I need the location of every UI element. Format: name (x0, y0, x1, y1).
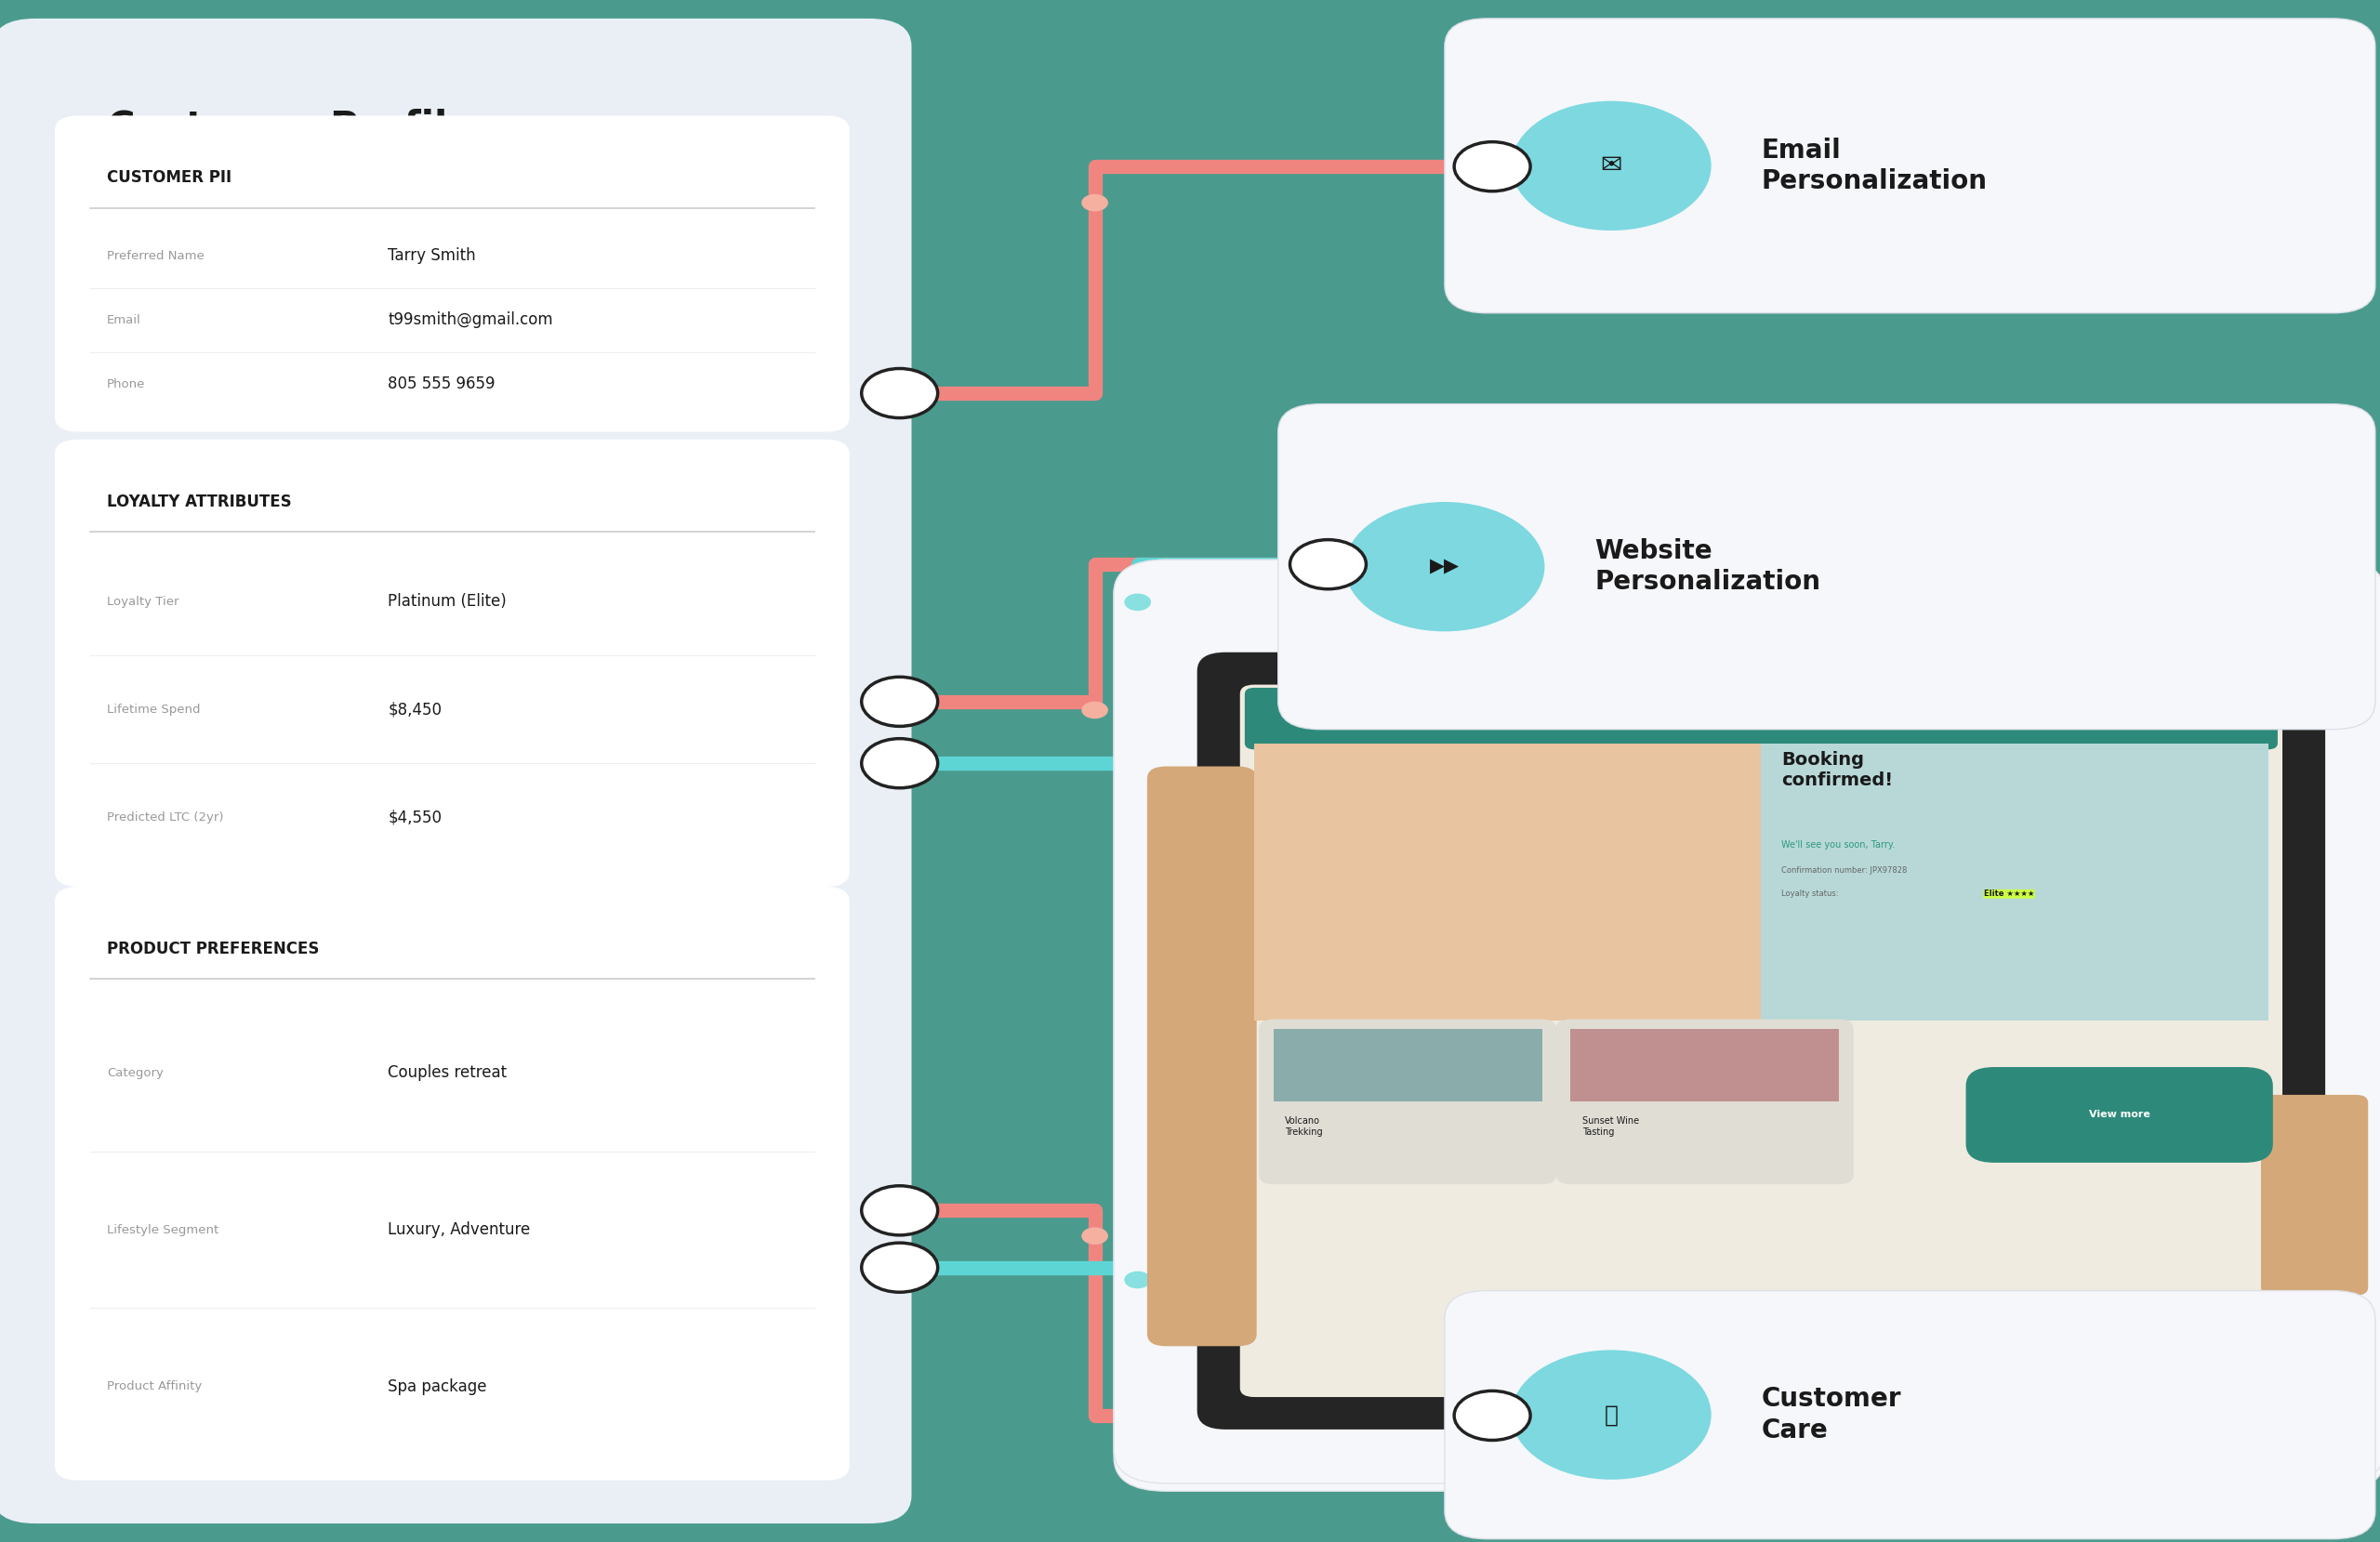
Text: Luxury, Adventure: Luxury, Adventure (388, 1221, 531, 1238)
Bar (1273, 1029, 1542, 1101)
Text: Elite ★★★★: Elite ★★★★ (1985, 890, 2035, 897)
FancyBboxPatch shape (55, 439, 850, 887)
Bar (1254, 743, 1761, 1021)
Text: Loyalty Tier: Loyalty Tier (107, 595, 178, 608)
Text: PRODUCT PREFERENCES: PRODUCT PREFERENCES (107, 941, 319, 958)
Text: Category: Category (107, 1067, 164, 1079)
FancyBboxPatch shape (1147, 766, 1257, 1346)
Circle shape (1123, 1271, 1152, 1289)
Text: Confirmation number: JPX97828: Confirmation number: JPX97828 (1783, 867, 1906, 874)
FancyBboxPatch shape (1966, 1067, 2273, 1163)
Circle shape (1345, 503, 1545, 632)
FancyBboxPatch shape (1114, 560, 2380, 1491)
FancyBboxPatch shape (1197, 652, 2325, 1429)
Text: CUSTOMER PII: CUSTOMER PII (107, 170, 231, 187)
Circle shape (1081, 194, 1109, 211)
Text: Website
Personalization: Website Personalization (1595, 538, 1821, 595)
FancyBboxPatch shape (1259, 1019, 1557, 1184)
Circle shape (1454, 142, 1530, 191)
Text: Booking
confirmed!: Booking confirmed! (1783, 751, 1892, 790)
Text: Phone: Phone (107, 378, 145, 390)
Text: Platinum (Elite): Platinum (Elite) (388, 594, 507, 609)
FancyBboxPatch shape (55, 116, 850, 432)
Text: Preferred Name: Preferred Name (107, 250, 205, 262)
Circle shape (1123, 594, 1152, 611)
Text: $8,450: $8,450 (388, 702, 443, 717)
FancyBboxPatch shape (1245, 688, 2278, 749)
FancyBboxPatch shape (1557, 1019, 1854, 1184)
Text: Lifetime Spend: Lifetime Spend (107, 703, 200, 715)
Circle shape (1511, 102, 1711, 231)
Text: Predicted LTC (2yr): Predicted LTC (2yr) (107, 811, 224, 823)
Text: ✉: ✉ (1599, 153, 1623, 179)
Circle shape (862, 1186, 938, 1235)
Circle shape (1290, 540, 1366, 589)
Text: Sunset Wine
Tasting: Sunset Wine Tasting (1583, 1116, 1640, 1136)
Circle shape (862, 677, 938, 726)
FancyBboxPatch shape (1445, 19, 2375, 313)
Circle shape (862, 1243, 938, 1292)
Text: View more: View more (2090, 1110, 2149, 1119)
Text: $4,550: $4,550 (388, 810, 443, 825)
Text: We'll see you soon, Tarry.: We'll see you soon, Tarry. (1783, 840, 1894, 850)
Text: Spa package: Spa package (388, 1379, 488, 1396)
FancyBboxPatch shape (1445, 1291, 2375, 1539)
Circle shape (1081, 1227, 1109, 1244)
Text: Email
Personalization: Email Personalization (1761, 137, 1987, 194)
Circle shape (1511, 1351, 1711, 1480)
Text: LOYALTY ATTRIBUTES: LOYALTY ATTRIBUTES (107, 493, 293, 510)
Text: 805 555 9659: 805 555 9659 (388, 376, 495, 393)
FancyBboxPatch shape (0, 19, 912, 1523)
Text: Customer
Care: Customer Care (1761, 1386, 1902, 1443)
FancyBboxPatch shape (1240, 685, 2282, 1397)
FancyBboxPatch shape (1278, 404, 2375, 729)
Text: Tarry, you may also like: Tarry, you may also like (1278, 1044, 1466, 1058)
Bar (1571, 1029, 1840, 1101)
Circle shape (862, 739, 938, 788)
Text: Customer Profile: Customer Profile (107, 108, 474, 146)
FancyBboxPatch shape (2261, 1095, 2368, 1295)
Text: ▶▶: ▶▶ (1430, 557, 1459, 577)
Text: Loyalty status:: Loyalty status: (1783, 890, 1842, 897)
Text: 🎧: 🎧 (1604, 1403, 1618, 1426)
FancyBboxPatch shape (1114, 560, 2380, 1483)
Circle shape (1454, 1391, 1530, 1440)
FancyBboxPatch shape (55, 887, 850, 1480)
Text: Lifestyle Segment: Lifestyle Segment (107, 1224, 219, 1235)
Text: Tarry Smith: Tarry Smith (388, 247, 476, 264)
Bar (1761, 743, 2268, 1021)
Circle shape (1081, 702, 1109, 719)
Text: Couples retreat: Couples retreat (388, 1064, 507, 1081)
Text: Product Affinity: Product Affinity (107, 1380, 202, 1392)
Circle shape (862, 369, 938, 418)
Text: Volcano
Trekking: Volcano Trekking (1285, 1116, 1323, 1136)
Text: Email: Email (107, 315, 140, 325)
Text: t99smith@gmail.com: t99smith@gmail.com (388, 311, 552, 328)
